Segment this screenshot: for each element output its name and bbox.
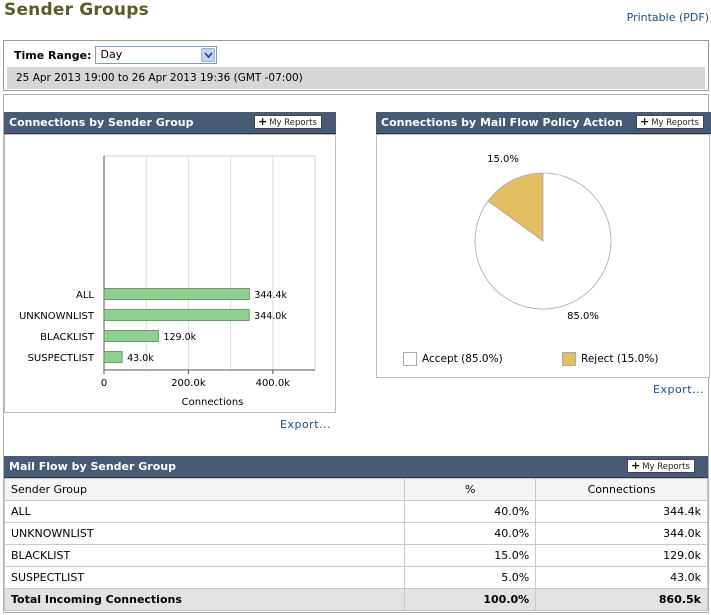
my-reports-label: My Reports [269,118,317,128]
connections-panel-body: ALL 344.4k UNKNOWNLIST 344.0k BLACKLIST 129.0… [4,134,336,413]
category-label: BLACKLIST [40,332,95,343]
my-reports-label: My Reports [651,118,699,128]
table-row: ALL 40.0% 344.4k [3,500,708,523]
sender-group-cell[interactable]: UNKNOWNLIST [3,522,406,545]
policy-panel-header: Connections by Mail Flow Policy Action +… [376,112,711,134]
value-label: 129.0k [163,332,196,343]
percent-cell: 40.0% [404,522,537,545]
printable-pdf-link[interactable]: Printable (PDF) [626,11,709,24]
mail-flow-panel-title: Mail Flow by Sender Group [9,460,176,473]
policy-pie-chart: 15.0% 85.0% [474,154,612,322]
value-label: 344.0k [254,311,287,322]
time-range-label: Time Range: [14,48,92,62]
my-reports-button[interactable]: + My Reports [627,459,695,473]
table-row: UNKNOWNLIST 40.0% 344.0k [3,522,708,545]
time-range-select[interactable]: Day [95,46,218,64]
time-range-box: Time Range: Day 25 Apr 2013 19:00 to 26 … [3,40,709,91]
export-link-connections[interactable]: Export... [280,418,331,431]
pie-slice-accept [474,172,612,310]
plus-icon: + [640,115,650,128]
category-label: SUSPECTLIST [28,353,95,364]
value-label: 344.4k [254,290,287,301]
legend-label-accept: Accept (85.0%) [422,353,503,365]
pie-slice-label: 85.0% [567,311,599,322]
column-header-percent[interactable]: % [404,478,537,501]
time-range-row: Time Range: Day [14,46,218,64]
percent-cell: 15.0% [404,544,537,567]
my-reports-button[interactable]: + My Reports [254,115,322,129]
x-axis-label: Connections [182,397,244,408]
connections-panel-header: Connections by Sender Group + My Reports [4,112,336,134]
page-title: Sender Groups [4,0,149,20]
sender-group-cell[interactable]: SUSPECTLIST [3,566,406,589]
mail-flow-panel-header: Mail Flow by Sender Group + My Reports [4,456,708,478]
connections-bar-chart: ALL 344.4k UNKNOWNLIST 344.0k BLACKLIST 129.0… [19,155,316,408]
table-row: SUSPECTLIST 5.0% 43.0k [3,566,708,589]
table-total-row: Total Incoming Connections 100.0% 860.5k [3,588,708,611]
connections-cell: 344.0k [535,522,708,545]
column-header-sender-group[interactable]: Sender Group [3,478,406,501]
total-percent-cell: 100.0% [404,588,537,611]
bar [103,288,250,300]
connections-cell: 129.0k [535,544,708,567]
my-reports-button[interactable]: + My Reports [636,115,704,129]
sender-group-cell[interactable]: BLACKLIST [3,544,406,567]
mail-flow-table: Sender Group % Connections ALL 40.0% 344… [3,478,708,611]
export-link-policy[interactable]: Export... [653,383,704,396]
policy-panel-title: Connections by Mail Flow Policy Action [381,116,623,129]
category-label: UNKNOWNLIST [19,311,95,322]
policy-panel-body: 15.0% 85.0% Accept (85.0%) Reject (15.0%) [376,134,710,378]
connections-cell: 344.4k [535,500,708,523]
x-tick-label: 0 [101,378,107,389]
column-header-connections[interactable]: Connections [535,478,708,501]
my-reports-label: My Reports [642,462,690,472]
table-header-row: Sender Group % Connections [3,478,708,501]
time-range-selected-value: Day [100,48,123,61]
connections-cell: 43.0k [535,566,708,589]
percent-cell: 5.0% [404,566,537,589]
date-range-text: 25 Apr 2013 19:00 to 26 Apr 2013 19:36 (… [7,67,705,89]
connections-panel-title: Connections by Sender Group [9,116,194,129]
total-connections-cell: 860.5k [535,588,708,611]
bar [103,330,159,342]
plus-icon: + [258,115,268,128]
chevron-down-icon[interactable] [201,48,216,62]
x-tick-label: 400.0k [256,378,291,389]
legend-swatch-accept [403,352,417,366]
percent-cell: 40.0% [404,500,537,523]
bar [103,351,123,363]
table-row: BLACKLIST 15.0% 129.0k [3,544,708,567]
x-tick-label: 200.0k [171,378,206,389]
pie-slice-reject [487,172,544,242]
value-label: 43.0k [127,353,154,364]
sender-group-cell[interactable]: ALL [3,500,406,523]
bar [103,309,250,321]
legend-swatch-reject [562,352,576,366]
total-label-cell: Total Incoming Connections [3,588,406,611]
plus-icon: + [631,459,641,472]
category-label: ALL [76,290,94,301]
legend-label-reject: Reject (15.0%) [581,353,659,365]
pie-slice-label: 15.0% [487,154,519,165]
